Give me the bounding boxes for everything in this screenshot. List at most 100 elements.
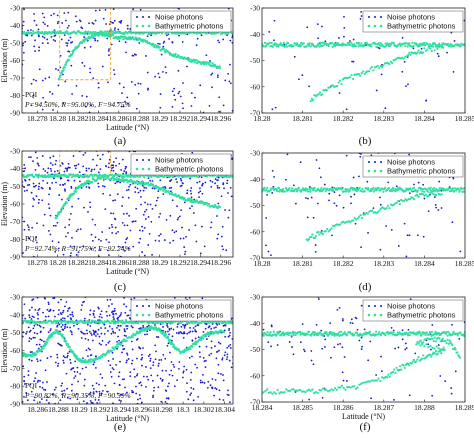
bathymetric-photon bbox=[281, 43, 284, 46]
noise-photon bbox=[166, 326, 169, 328]
bathymetric-photon bbox=[434, 194, 438, 197]
y-tick-label: -90 bbox=[10, 253, 20, 262]
noise-photon bbox=[167, 385, 169, 388]
noise-photon bbox=[175, 178, 178, 181]
noise-photon bbox=[71, 236, 73, 239]
noise-photon bbox=[228, 80, 231, 83]
bathymetric-photon bbox=[375, 330, 378, 333]
noise-photon bbox=[37, 379, 40, 382]
x-tick-label: 18.278 bbox=[27, 258, 48, 267]
noise-photon bbox=[165, 369, 167, 372]
bathymetric-photon bbox=[284, 43, 288, 46]
noise-photon bbox=[408, 394, 411, 397]
bathymetric-photon bbox=[379, 334, 383, 337]
y-tick-label: -50 bbox=[250, 201, 260, 210]
bathymetric-photon bbox=[71, 51, 75, 54]
x-tick-label: 18.278 bbox=[27, 114, 48, 123]
noise-photon bbox=[147, 177, 150, 180]
bathymetric-photon bbox=[377, 332, 380, 336]
noise-photon bbox=[210, 386, 213, 389]
noise-photon bbox=[49, 233, 52, 236]
noise-photon bbox=[139, 229, 141, 232]
noise-photon bbox=[86, 332, 89, 335]
bathymetric-photon bbox=[385, 44, 388, 47]
noise-photon bbox=[151, 187, 154, 190]
noise-photon bbox=[286, 153, 289, 156]
noise-photon bbox=[107, 341, 110, 344]
noise-photon bbox=[226, 34, 228, 36]
noise-photon bbox=[71, 383, 73, 386]
bathymetric-photon bbox=[120, 180, 123, 183]
noise-photon bbox=[87, 339, 90, 341]
noise-photon bbox=[111, 327, 114, 330]
plot-area bbox=[262, 10, 465, 111]
noise-photon bbox=[61, 390, 63, 393]
noise-photon bbox=[82, 400, 85, 403]
noise-photon bbox=[69, 245, 72, 248]
bathymetric-photon bbox=[449, 187, 452, 190]
y-tick-label: -80 bbox=[10, 91, 20, 100]
bathymetric-photon bbox=[84, 358, 87, 361]
noise-photon bbox=[31, 226, 34, 229]
y-tick-label: -30 bbox=[10, 293, 20, 302]
noise-photon bbox=[62, 102, 65, 105]
noise-photon bbox=[126, 236, 129, 239]
noise-photon bbox=[74, 167, 77, 170]
bathymetric-photon bbox=[86, 320, 89, 323]
noise-photon bbox=[182, 371, 185, 374]
noise-photon bbox=[93, 168, 96, 171]
noise-photon bbox=[42, 311, 44, 314]
noise-photon bbox=[75, 20, 78, 23]
bathymetric-photon bbox=[403, 366, 406, 369]
noise-photon bbox=[154, 358, 157, 361]
noise-photon bbox=[27, 29, 29, 32]
stats-values: P=92.74%, R=91.75%, F=92.24% bbox=[24, 244, 131, 253]
noise-photon bbox=[55, 68, 57, 70]
noise-photon bbox=[176, 205, 178, 208]
noise-photon bbox=[349, 40, 351, 42]
noise-photon bbox=[31, 306, 33, 309]
noise-photon bbox=[96, 39, 99, 42]
noise-photon bbox=[38, 307, 41, 310]
bathymetric-photon bbox=[345, 43, 348, 47]
noise-photon bbox=[380, 73, 383, 76]
noise-photon bbox=[342, 379, 345, 382]
noise-photon bbox=[201, 381, 204, 384]
noise-photon bbox=[350, 318, 353, 321]
noise-photon bbox=[92, 339, 94, 342]
noise-photon bbox=[164, 357, 167, 360]
bathymetric-photon bbox=[110, 349, 113, 352]
bathymetric-photon bbox=[463, 334, 465, 337]
noise-photon bbox=[406, 234, 409, 237]
noise-photon bbox=[401, 36, 404, 39]
noise-photon bbox=[324, 338, 327, 341]
noise-photon bbox=[35, 236, 38, 239]
bathymetric-photon bbox=[300, 390, 304, 393]
bathymetric-photon bbox=[167, 336, 170, 339]
bathymetric-photon bbox=[283, 45, 286, 48]
noise-photon bbox=[38, 198, 40, 201]
noise-photon bbox=[70, 185, 73, 188]
noise-photon bbox=[52, 155, 55, 158]
bathymetric-photon bbox=[178, 195, 181, 198]
noise-photon bbox=[95, 335, 97, 337]
noise-photon bbox=[222, 379, 225, 382]
noise-photon bbox=[85, 167, 88, 170]
noise-photon bbox=[199, 84, 202, 87]
noise-photon bbox=[128, 214, 131, 217]
noise-photon bbox=[440, 189, 443, 192]
noise-photon bbox=[119, 324, 122, 327]
noise-photon bbox=[183, 327, 186, 329]
bathymetric-photon bbox=[317, 93, 320, 96]
noise-photon bbox=[216, 237, 219, 240]
noise-photon bbox=[24, 317, 27, 320]
noise-photon bbox=[166, 344, 169, 347]
noise-photon bbox=[66, 170, 68, 172]
bathymetric-photon bbox=[379, 42, 383, 45]
noise-photon bbox=[113, 309, 116, 312]
noise-photon bbox=[185, 390, 188, 393]
noise-photon bbox=[297, 78, 300, 81]
noise-photon bbox=[65, 19, 67, 22]
bathymetric-photon bbox=[304, 189, 307, 192]
noise-photon bbox=[92, 22, 95, 25]
